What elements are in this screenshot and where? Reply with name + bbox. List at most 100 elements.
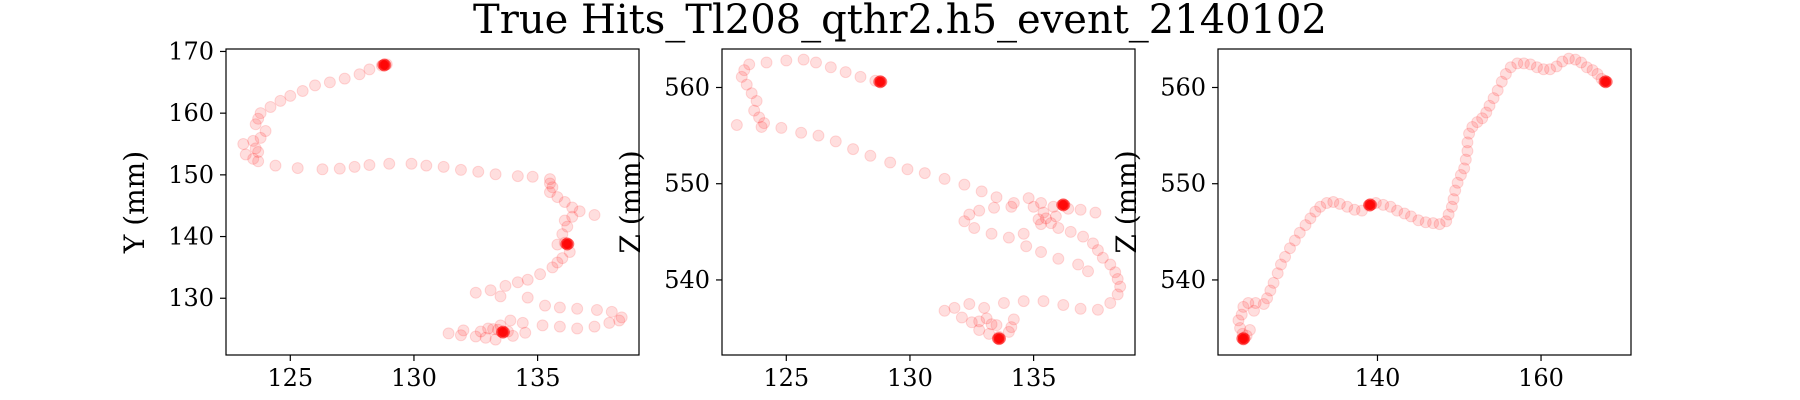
data-point bbox=[760, 56, 773, 69]
data-point bbox=[1027, 200, 1040, 213]
x-tick-label: 160 bbox=[1518, 364, 1564, 392]
data-point bbox=[1086, 237, 1099, 250]
data-point bbox=[901, 163, 914, 176]
data-point bbox=[1032, 213, 1045, 226]
data-point bbox=[551, 191, 564, 204]
data-point bbox=[237, 138, 250, 151]
data-point bbox=[309, 79, 322, 92]
data-point bbox=[1064, 225, 1077, 238]
data-point bbox=[484, 284, 497, 297]
data-point bbox=[519, 326, 532, 339]
data-point bbox=[839, 66, 852, 79]
data-point bbox=[958, 178, 971, 191]
data-point bbox=[504, 314, 517, 327]
data-point bbox=[1299, 219, 1312, 232]
data-point bbox=[1471, 116, 1484, 129]
data-point bbox=[884, 156, 897, 169]
data-point bbox=[543, 186, 556, 199]
data-point bbox=[1550, 60, 1563, 73]
data-point bbox=[1440, 215, 1453, 228]
data-point bbox=[252, 155, 265, 168]
data-point bbox=[561, 220, 574, 233]
data-point bbox=[1491, 84, 1504, 97]
data-point bbox=[1504, 61, 1517, 74]
data-point bbox=[259, 125, 272, 138]
data-point bbox=[1544, 63, 1557, 76]
data-point bbox=[1257, 298, 1270, 310]
data-point bbox=[269, 159, 282, 172]
data-point bbox=[249, 118, 262, 131]
subplot-3: 140 160 540 550 560 Z (mm) bbox=[1110, 48, 1632, 392]
data-point bbox=[534, 268, 547, 281]
data-point bbox=[1293, 226, 1306, 239]
highlight-point bbox=[378, 60, 390, 72]
subplot-2: 125 130 135 540 550 560 Z (mm) bbox=[614, 48, 1136, 392]
data-point bbox=[1235, 308, 1248, 321]
data-point bbox=[1249, 297, 1262, 310]
data-point bbox=[1232, 314, 1245, 327]
data-point bbox=[938, 172, 951, 185]
data-point bbox=[1052, 252, 1065, 265]
data-point bbox=[1243, 323, 1256, 336]
data-point bbox=[1445, 200, 1458, 213]
data-point bbox=[797, 53, 810, 66]
data-point bbox=[558, 196, 571, 208]
data-point bbox=[516, 316, 529, 329]
data-point bbox=[955, 311, 968, 324]
data-point bbox=[1049, 210, 1062, 223]
data-point bbox=[1384, 200, 1397, 213]
data-point bbox=[1007, 313, 1020, 326]
data-point bbox=[1096, 251, 1109, 264]
data-point bbox=[973, 323, 986, 336]
data-point bbox=[1466, 120, 1479, 133]
data-point bbox=[975, 185, 988, 198]
data-point bbox=[1463, 127, 1476, 140]
data-point bbox=[489, 168, 502, 181]
highlight-point bbox=[1600, 77, 1612, 89]
data-point bbox=[1089, 206, 1102, 219]
data-point bbox=[1264, 284, 1277, 297]
data-point bbox=[978, 301, 991, 314]
y-tick-label: 560 bbox=[664, 73, 710, 101]
y-axis-label: Z (mm) bbox=[1110, 150, 1143, 253]
data-point bbox=[1022, 192, 1035, 205]
data-point bbox=[1391, 204, 1404, 217]
data-point bbox=[1283, 242, 1296, 255]
data-point bbox=[795, 126, 808, 139]
data-point bbox=[1320, 196, 1333, 209]
x-tick-label: 140 bbox=[1355, 364, 1401, 392]
data-point bbox=[296, 84, 309, 97]
data-point bbox=[1104, 297, 1117, 310]
data-point bbox=[1052, 221, 1065, 234]
y-tick-label: 130 bbox=[168, 284, 214, 312]
data-point bbox=[1044, 217, 1057, 230]
data-point bbox=[1511, 57, 1524, 70]
data-point bbox=[1495, 75, 1508, 88]
data-point bbox=[526, 170, 539, 183]
data-point bbox=[353, 68, 366, 81]
data-point bbox=[738, 64, 751, 77]
data-point bbox=[543, 177, 556, 190]
highlight-point bbox=[1057, 200, 1069, 212]
data-point bbox=[1476, 112, 1489, 125]
subplot-1: 125 130 135 130 140 150 160 170 Y (mm) bbox=[118, 37, 640, 392]
data-point bbox=[1242, 297, 1255, 310]
data-point bbox=[750, 94, 763, 107]
data-point bbox=[499, 279, 512, 292]
data-point bbox=[938, 304, 951, 317]
data-point bbox=[758, 117, 771, 130]
data-point bbox=[1569, 53, 1582, 66]
y-axis-label: Y (mm) bbox=[118, 151, 151, 254]
data-point bbox=[469, 286, 482, 299]
data-point bbox=[454, 163, 467, 176]
data-point bbox=[489, 333, 502, 346]
data-point bbox=[965, 316, 978, 329]
highlight-point bbox=[874, 77, 886, 89]
data-point bbox=[1461, 145, 1474, 157]
data-point bbox=[605, 305, 618, 318]
x-tick-label: 135 bbox=[515, 364, 561, 392]
data-point bbox=[316, 163, 329, 176]
data-point bbox=[864, 149, 877, 162]
data-point bbox=[239, 148, 252, 161]
data-point bbox=[521, 273, 534, 286]
